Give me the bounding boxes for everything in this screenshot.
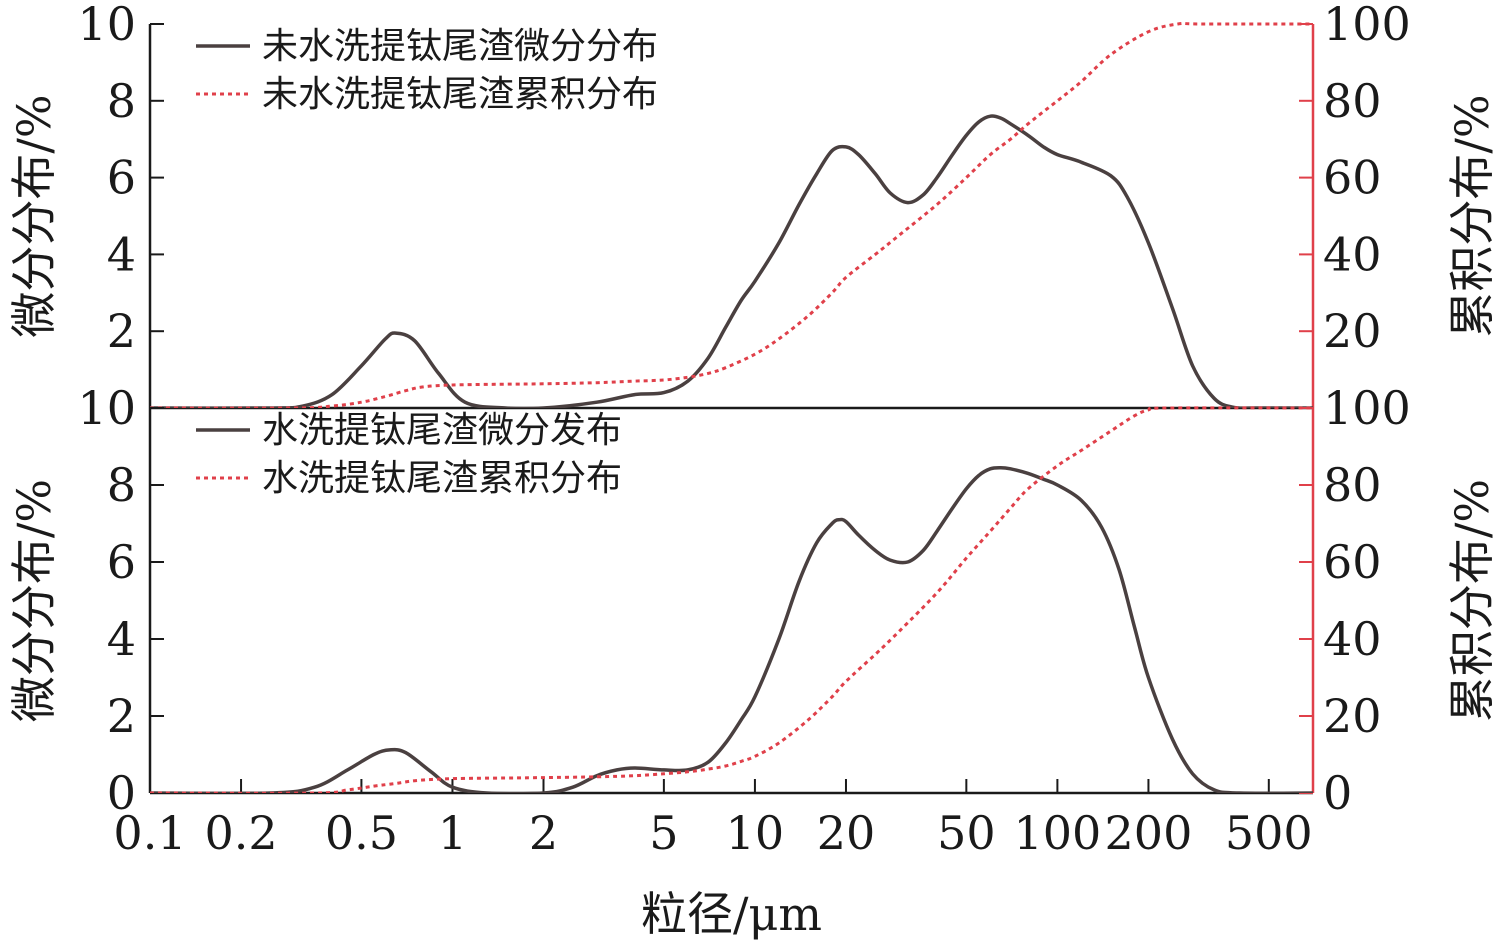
x-tick-label: 10 — [726, 806, 785, 860]
left-y-axis-title: 微分分布/% — [7, 479, 61, 722]
right-y-tick-label: 40 — [1323, 227, 1382, 281]
differential-series-line — [150, 465, 1313, 793]
left-y-tick-label: 4 — [107, 227, 136, 281]
legend-label: 未水洗提钛尾渣微分分布 — [262, 26, 658, 67]
right-y-tick-label: 60 — [1323, 535, 1382, 589]
left-y-tick-label: 4 — [107, 612, 136, 666]
differential-series-line — [150, 114, 1313, 408]
legend-label: 水洗提钛尾渣微分发布 — [262, 410, 622, 451]
x-tick-label: 0.2 — [204, 806, 277, 860]
right-y-tick-label: 100 — [1323, 0, 1411, 51]
x-tick-label: 500 — [1225, 806, 1313, 860]
left-y-tick-label: 2 — [107, 304, 136, 358]
x-tick-label: 0.1 — [113, 806, 186, 860]
left-y-tick-label: 10 — [77, 381, 136, 435]
left-y-tick-label: 6 — [107, 535, 136, 589]
x-tick-label: 20 — [817, 806, 876, 860]
left-y-axis-title: 微分分布/% — [7, 94, 61, 337]
right-y-axis-title: 累积分布/% — [1445, 479, 1499, 722]
x-tick-label: 200 — [1105, 806, 1193, 860]
x-tick-label: 5 — [649, 806, 678, 860]
right-y-tick-label: 20 — [1323, 304, 1382, 358]
x-tick-label: 1 — [438, 806, 467, 860]
right-y-tick-label: 40 — [1323, 612, 1382, 666]
legend-label: 水洗提钛尾渣累积分布 — [262, 458, 622, 499]
left-y-tick-label: 6 — [107, 151, 136, 205]
right-y-tick-label: 80 — [1323, 74, 1382, 128]
right-y-axis-title: 累积分布/% — [1445, 94, 1499, 337]
left-y-tick-label: 10 — [77, 0, 136, 51]
x-tick-label: 100 — [1013, 806, 1101, 860]
x-tick-label: 2 — [529, 806, 558, 860]
x-axis-title: 粒径/μm — [641, 887, 822, 941]
left-y-tick-label: 2 — [107, 689, 136, 743]
right-y-tick-label: 100 — [1323, 381, 1411, 435]
legend-label: 未水洗提钛尾渣累积分布 — [262, 74, 658, 115]
right-y-tick-label: 60 — [1323, 151, 1382, 205]
left-y-tick-label: 8 — [107, 458, 136, 512]
left-y-tick-label: 8 — [107, 74, 136, 128]
cumulative-series-line — [150, 22, 1313, 408]
right-y-tick-label: 80 — [1323, 458, 1382, 512]
right-y-tick-label: 0 — [1323, 766, 1352, 820]
right-y-tick-label: 20 — [1323, 689, 1382, 743]
x-tick-label: 0.5 — [325, 806, 398, 860]
left-y-tick-label: 0 — [107, 766, 136, 820]
cumulative-series-line — [150, 406, 1313, 793]
x-tick-label: 50 — [937, 806, 996, 860]
